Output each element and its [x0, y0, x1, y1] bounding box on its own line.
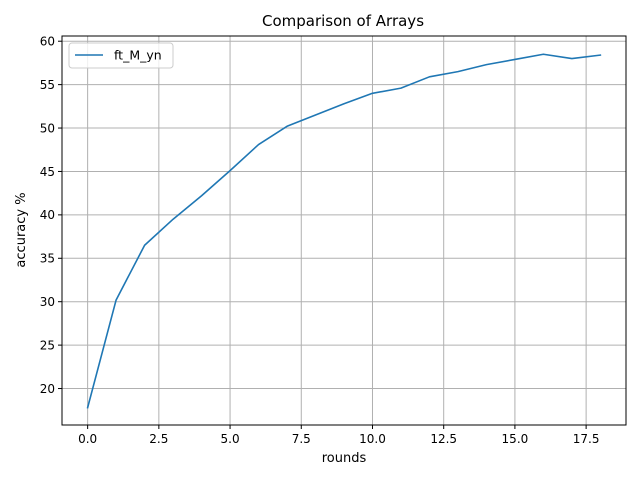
- y-tick-label: 50: [40, 121, 55, 135]
- x-tick-label: 12.5: [430, 432, 457, 446]
- y-tick-label: 40: [40, 208, 55, 222]
- plot-frame: [61, 35, 627, 426]
- series-layer: [86, 53, 602, 409]
- x-tick-label: 17.5: [573, 432, 600, 446]
- y-axis-ticks: 20 25 30 35 40 45 50 55 60: [40, 35, 62, 396]
- x-axis-ticks: 0.0 2.5 5.0 7.5 10.0 12.5 15.0 17.5: [78, 425, 599, 446]
- y-tick-label: 45: [40, 165, 55, 179]
- x-tick-label: 15.0: [502, 432, 529, 446]
- legend-label: ft_M_yn: [114, 48, 162, 63]
- y-tick-label: 55: [40, 78, 55, 92]
- x-axis-label: rounds: [322, 451, 367, 466]
- legend: ft_M_yn: [68, 42, 174, 69]
- y-tick-label: 30: [40, 295, 55, 309]
- grid-lines: [62, 36, 626, 425]
- x-tick-label: 10.0: [359, 432, 386, 446]
- y-tick-label: 35: [40, 252, 55, 266]
- series-line-ft-m-yn: [86, 53, 602, 409]
- y-tick-label: 25: [40, 338, 55, 352]
- x-tick-label: 7.5: [292, 432, 311, 446]
- x-tick-label: 5.0: [221, 432, 240, 446]
- y-tick-label: 60: [40, 35, 55, 49]
- legend-box: [68, 42, 174, 69]
- chart-title: Comparison of Arrays: [262, 12, 424, 30]
- y-tick-label: 20: [40, 382, 55, 396]
- y-axis-label: accuracy %: [14, 192, 29, 267]
- x-tick-label: 2.5: [149, 432, 168, 446]
- x-tick-label: 0.0: [78, 432, 97, 446]
